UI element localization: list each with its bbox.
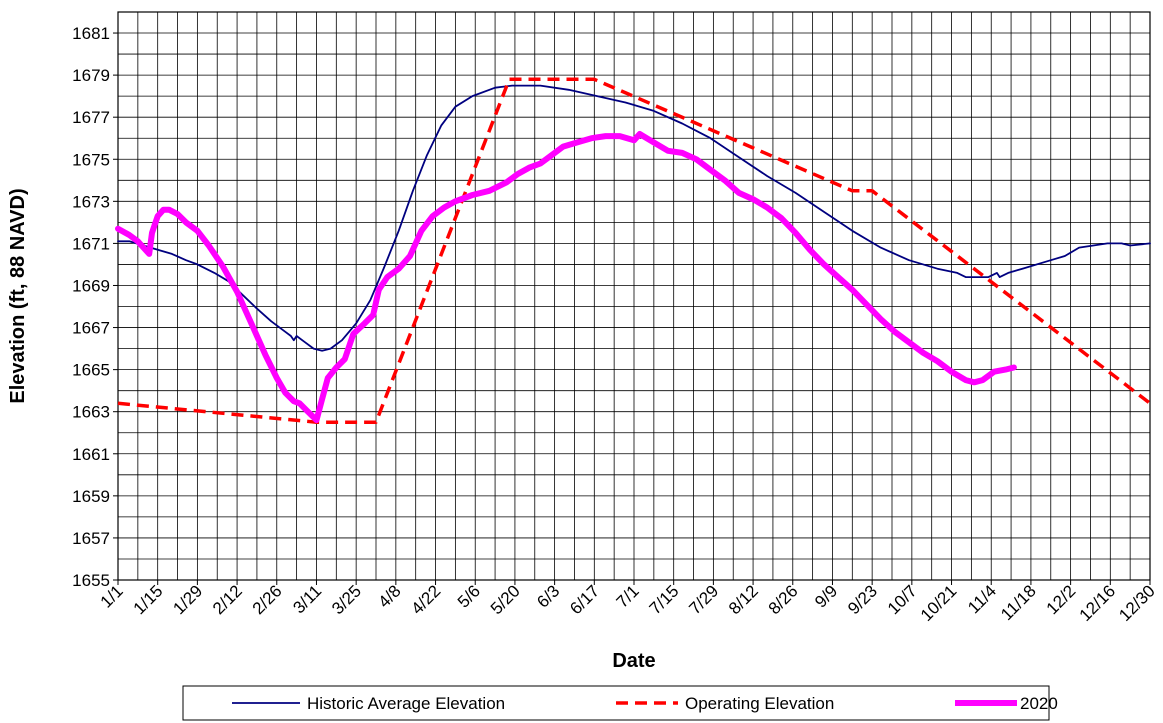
y-tick-label: 1663 [72,403,110,422]
x-tick-label: 2/26 [249,581,286,618]
y-tick-label: 1669 [72,276,110,295]
legend-label-2020: 2020 [1020,694,1058,713]
x-tick-label: 9/23 [844,581,881,618]
y-tick-label: 1671 [72,234,110,253]
x-axis-title: Date [612,650,655,672]
x-tick-label: 12/16 [1076,581,1120,625]
x-tick-label: 12/30 [1115,581,1159,625]
legend: Historic Average Elevation Operating Ele… [182,685,1058,721]
x-tick-label: 10/21 [917,581,961,625]
x-tick-label: 10/7 [884,581,921,618]
x-tick-label: 12/2 [1043,581,1080,618]
x-tick-label: 8/12 [725,581,762,618]
x-tick-label: 7/29 [685,581,722,618]
series-lines [115,77,1152,424]
y-tick-label: 1679 [72,66,110,85]
y-tick-label: 1655 [72,571,110,590]
y-tick-label: 1661 [72,445,110,464]
y-tick-label: 1681 [72,24,110,43]
y-axis-ticks: 1655 1657 1659 1661 1663 1665 1667 1669 1671 1673… [72,24,118,590]
y-axis-title: Elevation (ft, 88 NAVD) [7,188,29,403]
y-tick-label: 1657 [72,529,110,548]
x-tick-label: 2/12 [209,581,246,618]
legend-label-operating: Operating Elevation [685,694,834,713]
x-tick-label: 6/3 [533,581,563,611]
series-2020 [115,131,1017,424]
x-tick-label: 4/22 [408,581,445,618]
y-tick-label: 1677 [72,108,110,127]
x-axis-ticks: 1/1 1/15 1/29 2/12 2/26 3/11 3/25 4/8 4/22 5/6 5/2… [97,580,1159,625]
x-tick-label: 7/1 [613,581,643,611]
x-tick-label: 7/15 [646,581,683,618]
x-tick-label: 6/17 [566,581,603,618]
y-tick-label: 1665 [72,361,110,380]
y-tick-label: 1675 [72,150,110,169]
x-tick-label: 5/20 [487,581,524,618]
gridlines [118,12,1150,580]
x-tick-label: 9/9 [811,581,841,611]
legend-label-historic: Historic Average Elevation [307,694,505,713]
x-tick-label: 11/4 [964,581,1000,617]
x-tick-label: 4/8 [375,581,405,611]
series-operating-elevation [117,77,1152,424]
x-tick-label: 3/25 [328,581,365,618]
x-tick-label: 8/26 [765,581,802,618]
x-tick-label: 5/6 [454,581,484,611]
y-tick-label: 1673 [72,192,110,211]
y-tick-label: 1659 [72,487,110,506]
x-tick-label: 1/29 [169,581,206,618]
y-tick-label: 1667 [72,319,110,338]
series-historic-average [117,84,1151,352]
x-tick-label: 3/11 [289,581,325,617]
x-tick-label: 1/15 [130,581,167,618]
x-tick-label: 11/18 [997,581,1040,624]
